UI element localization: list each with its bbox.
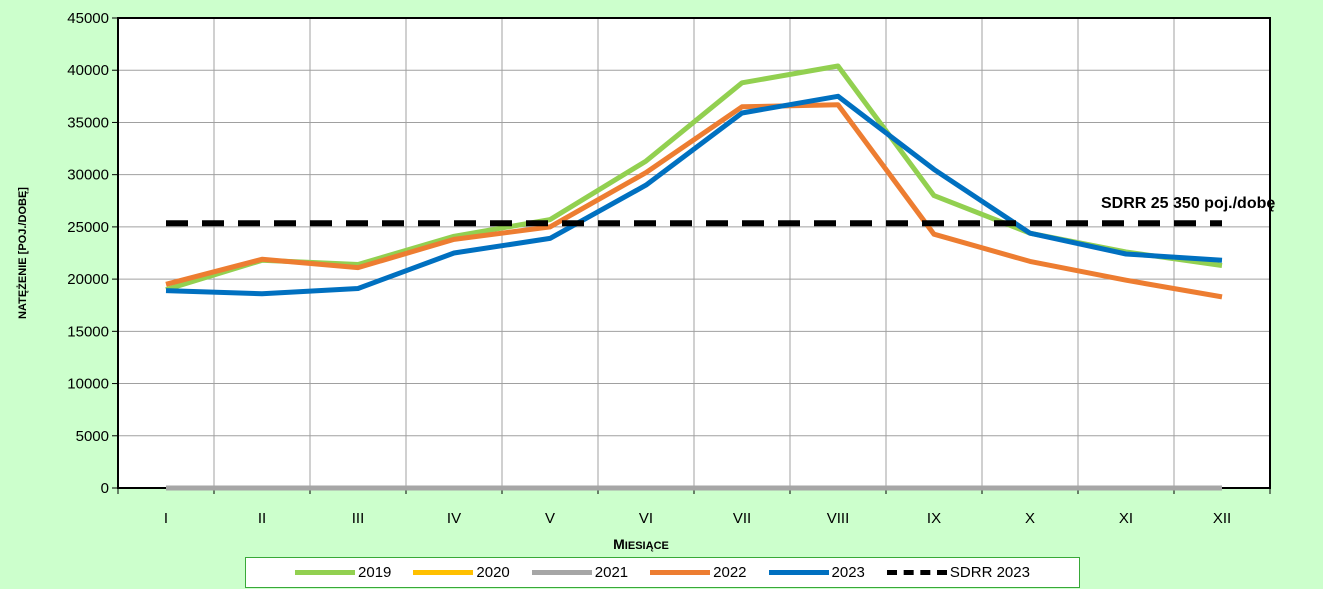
- legend: 2019 2020 2021 2022 2023 SDRR 2023: [245, 557, 1080, 588]
- y-tick-labels: 0 5000 10000 15000 20000 25000 30000 35000 40000…: [67, 10, 109, 497]
- legend-label: SDRR 2023: [949, 564, 1030, 581]
- legend-item-2020: 2020: [413, 564, 510, 581]
- series-line-2022: [165, 102, 1223, 300]
- y-tick-label: 45000: [67, 10, 109, 27]
- x-tick-label: IX: [927, 510, 941, 527]
- x-tick-label: II: [258, 510, 266, 527]
- y-tick-label: 20000: [67, 271, 109, 288]
- series-line-2023: [165, 93, 1223, 297]
- y-tick-label: 35000: [67, 114, 109, 131]
- legend-swatch: [295, 570, 356, 575]
- legend-swatch: [531, 570, 592, 575]
- legend-label: 2021: [594, 564, 629, 581]
- x-tick-label: VII: [733, 510, 751, 527]
- y-tick-label: 5000: [76, 428, 109, 445]
- y-tick-label: 0: [101, 480, 109, 497]
- x-tick-label: I: [164, 510, 168, 527]
- x-tick-label: X: [1025, 510, 1035, 527]
- legend-label: 2019: [358, 564, 392, 581]
- legend-swatch: [886, 570, 947, 575]
- y-tick-label: 10000: [67, 376, 109, 393]
- legend-item-sdrr-2023: SDRR 2023: [886, 564, 1030, 581]
- x-tick-label: XII: [1213, 510, 1231, 527]
- series-lines: [165, 63, 1223, 491]
- x-tick-label: VIII: [827, 510, 850, 527]
- legend-swatch: [768, 570, 829, 575]
- x-axis-title: MIESIĄCE: [613, 536, 669, 552]
- y-axis-title: NATĘŻENIE [POJ./DOBĘ]: [16, 187, 29, 319]
- legend-swatch: [413, 570, 474, 575]
- x-tick-label: XI: [1119, 510, 1133, 527]
- legend-item-2022: 2022: [650, 564, 747, 581]
- legend-item-2019: 2019: [295, 564, 391, 581]
- y-tick-label: 15000: [67, 323, 109, 340]
- x-tick-label: V: [545, 510, 555, 527]
- x-tick-label: IV: [447, 510, 461, 527]
- y-tick-label: 25000: [67, 219, 109, 236]
- y-tick-label: 30000: [67, 167, 109, 184]
- legend-swatch: [650, 570, 711, 575]
- legend-label: 2020: [476, 564, 510, 581]
- x-tick-label: III: [352, 510, 365, 527]
- legend-label: 2022: [713, 564, 747, 581]
- x-tick-label: VI: [639, 510, 653, 527]
- x-tick-labels: I II III IV V VI VII VIII IX X XI XII: [164, 510, 1231, 527]
- legend-item-2023: 2023: [768, 564, 865, 581]
- annotation-sdrr: SDRR 25 350 poj./dobę: [1101, 195, 1275, 212]
- legend-label: 2023: [831, 564, 865, 581]
- legend-item-2021: 2021: [531, 564, 629, 581]
- y-tick-label: 40000: [67, 62, 109, 79]
